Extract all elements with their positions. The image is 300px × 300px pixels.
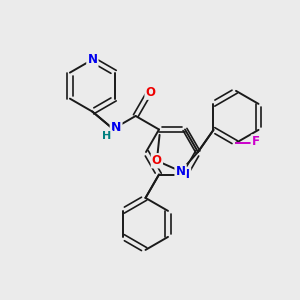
Text: N: N [87,53,98,66]
Text: F: F [252,135,260,148]
Text: N: N [111,122,121,134]
Text: N: N [180,168,190,181]
Text: O: O [152,154,162,167]
Text: N: N [176,165,186,178]
Text: O: O [146,86,156,99]
Text: H: H [103,131,112,141]
